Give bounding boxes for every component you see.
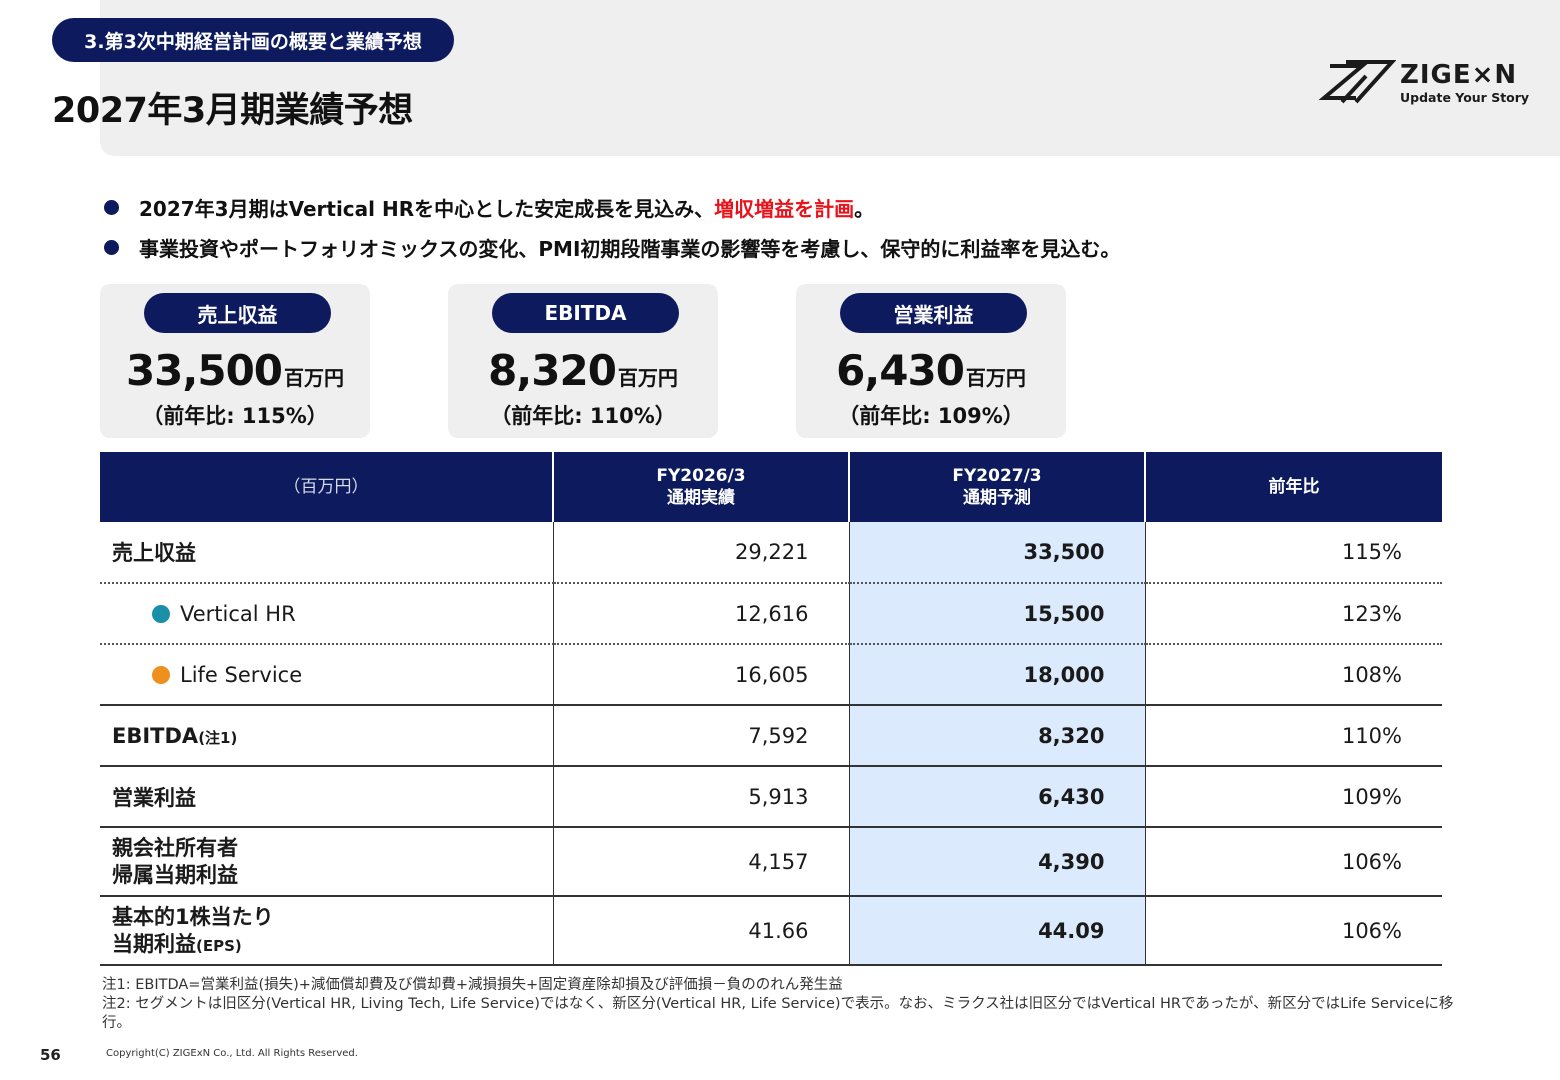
copyright: Copyright(C) ZIGExN Co., Ltd. All Rights… [106,1048,358,1059]
actual-value: 5,913 [552,766,849,828]
forecast-value: 33,500 [848,522,1145,584]
forecast-value: 18,000 [848,644,1145,706]
bullet-dot-icon [104,239,119,255]
kpi-label: EBITDA [492,293,679,333]
kpi-label: 営業利益 [840,293,1027,333]
bullet-text-end: 。 [854,196,875,221]
ratio-value: 110% [1144,705,1442,767]
footnotes: 注1: EBITDA=営業利益(損失)+減価償却費及び償却費+減損損失+固定資産… [102,976,1482,1033]
kpi-yoy: （前年比: 115%） [142,404,328,428]
life-service-dot-icon [152,665,170,684]
zigexn-logo-mark-icon [1318,60,1396,104]
row-label-line1: 基本的1株当たり [112,905,274,930]
segment-name: Life Service [180,662,303,687]
ratio-value: 108% [1144,644,1442,706]
actual-value: 12,616 [552,583,849,645]
row-label-line1: 親会社所有者 [112,836,238,861]
row-label: 売上収益 [100,522,553,584]
vertical-hr-dot-icon [152,604,170,623]
actual-value: 4,157 [552,827,849,897]
page-title: 2027年3月期業績予想 [52,91,413,131]
bullet-item: 2027年3月期はVertical HRを中心とした安定成長を見込み、 増収増益を… [104,190,1120,224]
forecast-table: （百万円） FY2026/3 通期実績 FY2027/3 通期予測 前年比 売上収益… [100,452,1442,966]
table-row: 基本的1株当たり 当期利益(EPS) 41.66 44.09 106% [100,896,1442,966]
forecast-value: 15,500 [848,583,1145,645]
ratio-value: 123% [1144,583,1442,645]
row-label: 親会社所有者 帰属当期利益 [100,827,553,897]
kpi-label: 売上収益 [144,293,331,333]
kpi-unit: 百万円 [965,366,1026,390]
header-forecast-type: 通期予測 [963,488,1031,508]
bullet-text: 2027年3月期はVertical HRを中心とした安定成長を見込み、 [139,196,715,221]
logo-wordmark: ZIGE×N [1400,60,1518,90]
segment-label: Vertical HR [100,583,553,645]
forecast-value: 6,430 [848,766,1145,828]
row-label: 営業利益 [100,766,553,828]
header-ratio: 前年比 [1144,452,1442,522]
row-label: EBITDA(注1) [100,705,553,767]
kpi-card-ebitda: EBITDA 8,320 百万円 （前年比: 110%） [448,284,718,438]
logo-tagline: Update Your Story [1400,90,1530,105]
ratio-value: 115% [1144,522,1442,584]
header-actual: FY2026/3 通期実績 [552,452,849,522]
table-row: Vertical HR 12,616 15,500 123% [100,583,1442,645]
bullet-item: 事業投資やポートフォリオミックスの変化、PMI初期段階事業の影響等を考慮し、保守… [104,230,1120,264]
table-row: 親会社所有者 帰属当期利益 4,157 4,390 106% [100,827,1442,897]
segment-name: Vertical HR [180,601,296,626]
actual-value: 41.66 [552,896,849,966]
actual-value: 29,221 [552,522,849,584]
header-unit: （百万円） [100,452,553,522]
kpi-value: 8,320 [488,346,617,395]
forecast-table-container: （百万円） FY2026/3 通期実績 FY2027/3 通期予測 前年比 売上収益… [100,452,1442,966]
row-label-text: EBITDA [112,723,199,748]
forecast-value: 8,320 [848,705,1145,767]
table-row: EBITDA(注1) 7,592 8,320 110% [100,705,1442,767]
forecast-value: 4,390 [848,827,1145,897]
section-label: 3.第3次中期経営計画の概要と業績予想 [52,18,454,62]
segment-label: Life Service [100,644,553,706]
table-row: 売上収益 29,221 33,500 115% [100,522,1442,584]
bullet-dot-icon [104,199,119,215]
row-label-line2: 当期利益 [112,931,196,956]
bullet-text: 事業投資やポートフォリオミックスの変化、PMI初期段階事業の影響等を考慮し、保守… [139,236,1121,261]
row-label-note: (注1) [198,728,238,747]
summary-bullets: 2027年3月期はVertical HRを中心とした安定成長を見込み、 増収増益を… [104,190,1120,270]
header-forecast-period: FY2027/3 [952,465,1042,486]
kpi-unit: 百万円 [284,366,345,390]
table-row: 営業利益 5,913 6,430 109% [100,766,1442,828]
ratio-value: 106% [1144,827,1442,897]
header-actual-period: FY2026/3 [656,465,746,486]
footnote-2: 注2: セグメントは旧区分(Vertical HR, Living Tech, … [102,996,1454,1031]
kpi-yoy: （前年比: 110%） [490,404,676,428]
kpi-value: 33,500 [125,346,283,395]
bullet-highlight: 増収増益を計画 [714,196,855,221]
forecast-value: 44.09 [848,896,1145,966]
row-label-line2: 帰属当期利益 [112,862,238,887]
kpi-value: 6,430 [836,346,965,395]
row-label: 基本的1株当たり 当期利益(EPS) [100,896,553,966]
company-logo: ZIGE×N Update Your Story [1316,54,1530,110]
table-row: Life Service 16,605 18,000 108% [100,644,1442,706]
kpi-yoy: （前年比: 109%） [838,404,1024,428]
page-number: 56 [40,1046,61,1064]
kpi-unit: 百万円 [617,366,678,390]
ratio-value: 106% [1144,896,1442,966]
kpi-card-operating-profit: 営業利益 6,430 百万円 （前年比: 109%） [796,284,1066,438]
row-label-note: (EPS) [196,936,242,955]
footnote-1: 注1: EBITDA=営業利益(損失)+減価償却費及び償却費+減損損失+固定資産… [102,977,843,993]
ratio-value: 109% [1144,766,1442,828]
header-actual-type: 通期実績 [667,488,735,508]
table-header-row: （百万円） FY2026/3 通期実績 FY2027/3 通期予測 前年比 [100,452,1442,522]
kpi-card-revenue: 売上収益 33,500 百万円 （前年比: 115%） [100,284,370,438]
actual-value: 7,592 [552,705,849,767]
actual-value: 16,605 [552,644,849,706]
header-forecast: FY2027/3 通期予測 [848,452,1145,522]
